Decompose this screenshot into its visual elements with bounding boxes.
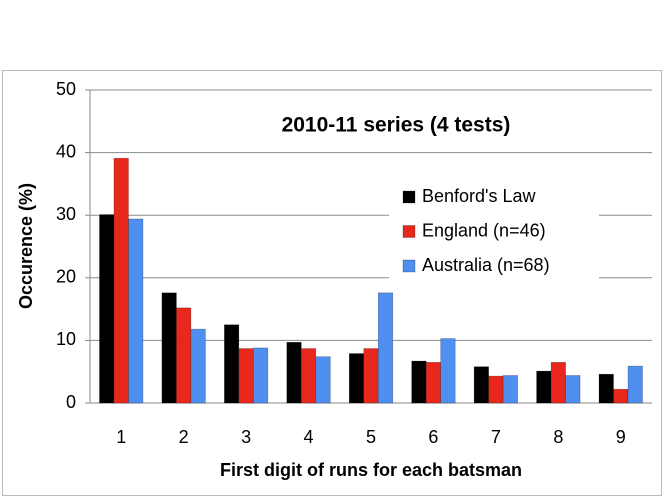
legend-label: Australia (n=68) xyxy=(422,255,550,275)
bar xyxy=(176,307,192,404)
bar xyxy=(488,375,504,404)
legend-swatch xyxy=(402,190,416,204)
chart-title: 2010-11 series (4 tests) xyxy=(282,114,511,137)
bar xyxy=(190,328,206,404)
bar xyxy=(425,362,441,404)
bar xyxy=(502,375,518,404)
bar xyxy=(128,218,144,404)
y-axis-label: Occurence (%) xyxy=(16,183,36,309)
bar xyxy=(348,353,365,404)
x-tick-label: 6 xyxy=(428,427,438,447)
bar xyxy=(598,373,614,404)
x-tick-label: 7 xyxy=(491,427,501,447)
y-tick-label: 0 xyxy=(66,392,76,412)
y-tick-label: 30 xyxy=(56,204,76,224)
bar xyxy=(286,341,302,404)
legend-label: Benford's Law xyxy=(422,186,537,206)
bar xyxy=(565,375,581,404)
x-tick-label: 4 xyxy=(304,427,314,447)
y-tick-label: 20 xyxy=(56,267,76,287)
bar xyxy=(627,365,643,404)
bar xyxy=(113,157,129,404)
x-tick-label: 3 xyxy=(241,427,251,447)
y-tick-label: 40 xyxy=(56,141,76,161)
legend-label: England (n=46) xyxy=(422,220,546,240)
legend-box xyxy=(389,179,599,279)
x-tick-label: 9 xyxy=(616,427,626,447)
bar xyxy=(99,214,115,404)
bar xyxy=(536,370,552,404)
bar xyxy=(301,348,317,404)
x-tick-label: 5 xyxy=(366,427,376,447)
bar xyxy=(473,366,489,404)
bar xyxy=(363,348,379,404)
y-tick-label: 10 xyxy=(56,329,76,349)
bar xyxy=(224,324,240,404)
bar xyxy=(550,362,566,404)
bar xyxy=(161,292,177,404)
bar xyxy=(377,292,394,404)
bar xyxy=(315,356,331,404)
legend-swatch xyxy=(402,259,416,273)
bar xyxy=(253,347,269,404)
legend-swatch xyxy=(402,225,416,238)
x-tick-label: 2 xyxy=(179,427,189,447)
bar xyxy=(613,388,629,404)
bar xyxy=(238,348,254,404)
y-tick-label: 50 xyxy=(56,79,76,99)
x-tick-label: 8 xyxy=(553,427,563,447)
x-tick-label: 1 xyxy=(116,427,126,447)
bar xyxy=(411,360,427,404)
bar xyxy=(440,338,456,404)
x-axis-label: First digit of runs for each batsman xyxy=(220,460,522,480)
